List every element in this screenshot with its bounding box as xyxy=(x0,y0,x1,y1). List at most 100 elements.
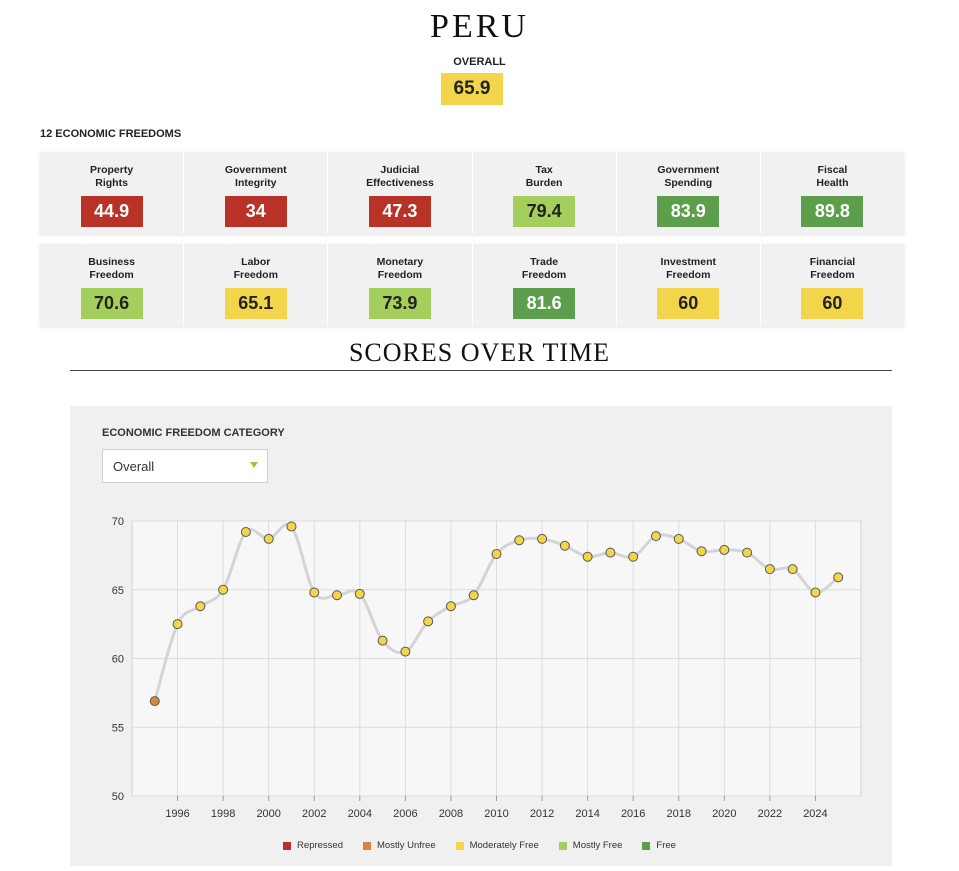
freedom-score: 79.4 xyxy=(513,196,576,227)
data-point xyxy=(764,564,775,575)
data-point xyxy=(650,531,661,542)
data-point xyxy=(673,533,684,544)
freedom-cell-government-integrity[interactable]: Government Integrity 34 xyxy=(184,152,329,234)
x-tick-label: 2012 xyxy=(530,808,554,820)
scores-over-time-title: SCORES OVER TIME xyxy=(348,338,611,367)
freedom-cell-judicial-effectiveness[interactable]: Judicial Effectiveness 47.3 xyxy=(328,152,473,234)
y-tick-label: 50 xyxy=(112,791,124,803)
country-title: PERU xyxy=(430,8,529,45)
freedom-cell-business-freedom[interactable]: Business Freedom 70.6 xyxy=(40,244,185,326)
y-tick-label: 60 xyxy=(112,654,124,666)
data-point xyxy=(286,521,297,532)
legend-item: Mostly Free xyxy=(558,840,623,851)
freedom-label: Government Integrity xyxy=(224,164,287,189)
data-point xyxy=(605,547,616,558)
data-point xyxy=(628,551,639,562)
freedom-score: 60 xyxy=(801,288,864,319)
freedoms-row-2: Business Freedom 70.6 Labor Freedom 65.1 M… xyxy=(40,244,904,326)
legend-swatch xyxy=(455,841,464,850)
legend-item: Repressed xyxy=(283,840,343,851)
chevron-down-icon xyxy=(250,462,258,468)
data-point xyxy=(309,587,320,598)
data-point xyxy=(491,549,502,559)
y-tick-label: 65 xyxy=(112,585,124,597)
data-point xyxy=(400,646,411,657)
data-point xyxy=(423,616,434,627)
freedom-label: Tax Burden xyxy=(525,164,563,189)
data-point xyxy=(263,533,274,544)
freedom-score: 65.1 xyxy=(224,288,287,319)
freedom-cell-trade-freedom[interactable]: Trade Freedom 81.6 xyxy=(473,244,617,326)
x-tick-label: 2024 xyxy=(803,808,827,820)
freedom-score: 47.3 xyxy=(368,196,431,227)
y-tick-label: 70 xyxy=(112,516,124,528)
freedom-label: Government Spending xyxy=(657,164,720,189)
data-point xyxy=(696,546,707,557)
freedom-score: 44.9 xyxy=(80,196,143,227)
x-tick-label: 1998 xyxy=(211,808,235,820)
data-point xyxy=(833,572,844,583)
freedom-label: Monetary Freedom xyxy=(376,256,424,281)
freedom-cell-tax-burden[interactable]: Tax Burden 79.4 xyxy=(473,152,617,234)
freedom-label: Judicial Effectiveness xyxy=(366,164,434,189)
freedom-score: 34 xyxy=(224,196,287,227)
x-tick-label: 2006 xyxy=(393,808,417,820)
overall-label: OVERALL xyxy=(453,56,506,68)
x-tick-label: 2020 xyxy=(712,808,736,820)
x-tick-label: 2016 xyxy=(621,808,645,820)
data-point xyxy=(537,533,548,544)
category-dropdown[interactable]: Overall xyxy=(102,449,268,483)
freedom-cell-investment-freedom[interactable]: Investment Freedom 60 xyxy=(617,244,761,326)
legend-swatch xyxy=(558,841,567,850)
freedom-score: 83.9 xyxy=(657,196,720,227)
x-tick-label: 2000 xyxy=(256,808,280,820)
freedom-label: Business Freedom xyxy=(88,256,135,281)
x-tick-label: 2014 xyxy=(575,808,599,820)
legend-swatch xyxy=(642,841,651,850)
freedom-cell-fiscal-health[interactable]: Fiscal Health 89.8 xyxy=(761,152,904,234)
freedom-score: 70.6 xyxy=(80,288,143,319)
chart-legend: Repressed Mostly Unfree Moderately Free … xyxy=(0,840,959,851)
freedom-cell-monetary-freedom[interactable]: Monetary Freedom 73.9 xyxy=(328,244,473,326)
freedom-cell-government-spending[interactable]: Government Spending 83.9 xyxy=(617,152,761,234)
data-point xyxy=(742,547,753,558)
freedom-cell-financial-freedom[interactable]: Financial Freedom 60 xyxy=(761,244,904,326)
data-point xyxy=(514,535,525,546)
data-point xyxy=(582,551,593,562)
freedoms-row-1: Property Rights 44.9 Government Integrity… xyxy=(40,152,904,234)
freedom-score: 89.8 xyxy=(801,196,864,227)
x-tick-label: 2004 xyxy=(348,808,372,820)
legend-item: Free xyxy=(642,840,676,851)
x-tick-label: 2018 xyxy=(667,808,691,820)
x-tick-label: 2002 xyxy=(302,808,326,820)
freedom-cell-labor-freedom[interactable]: Labor Freedom 65.1 xyxy=(184,244,329,326)
y-tick-label: 55 xyxy=(112,722,124,734)
freedom-label: Property Rights xyxy=(89,164,134,189)
freedom-score: 73.9 xyxy=(368,288,431,319)
freedom-score: 60 xyxy=(657,288,720,319)
data-point xyxy=(218,584,229,595)
freedoms-heading: 12 ECONOMIC FREEDOMS xyxy=(40,128,182,140)
x-tick-label: 2008 xyxy=(439,808,463,820)
freedom-cell-property-rights[interactable]: Property Rights 44.9 xyxy=(40,152,185,234)
legend-item: Mostly Unfree xyxy=(363,840,436,851)
freedom-label: Trade Freedom xyxy=(521,256,567,281)
data-point xyxy=(332,590,343,601)
data-point xyxy=(810,587,821,598)
freedom-label: Financial Freedom xyxy=(809,256,856,281)
data-point xyxy=(172,619,183,630)
dropdown-selected-value: Overall xyxy=(113,459,155,474)
data-point xyxy=(240,527,251,537)
title-divider xyxy=(70,370,892,371)
freedom-score: 81.6 xyxy=(513,288,576,319)
data-point xyxy=(195,601,206,612)
legend-swatch xyxy=(283,841,292,850)
x-tick-label: 2022 xyxy=(758,808,782,820)
data-point xyxy=(559,540,570,551)
data-point xyxy=(468,590,479,601)
freedom-label: Fiscal Health xyxy=(816,164,849,189)
category-label: ECONOMIC FREEDOM CATEGORY xyxy=(102,427,285,439)
legend-label: Mostly Free xyxy=(572,840,623,851)
data-point xyxy=(377,635,388,646)
